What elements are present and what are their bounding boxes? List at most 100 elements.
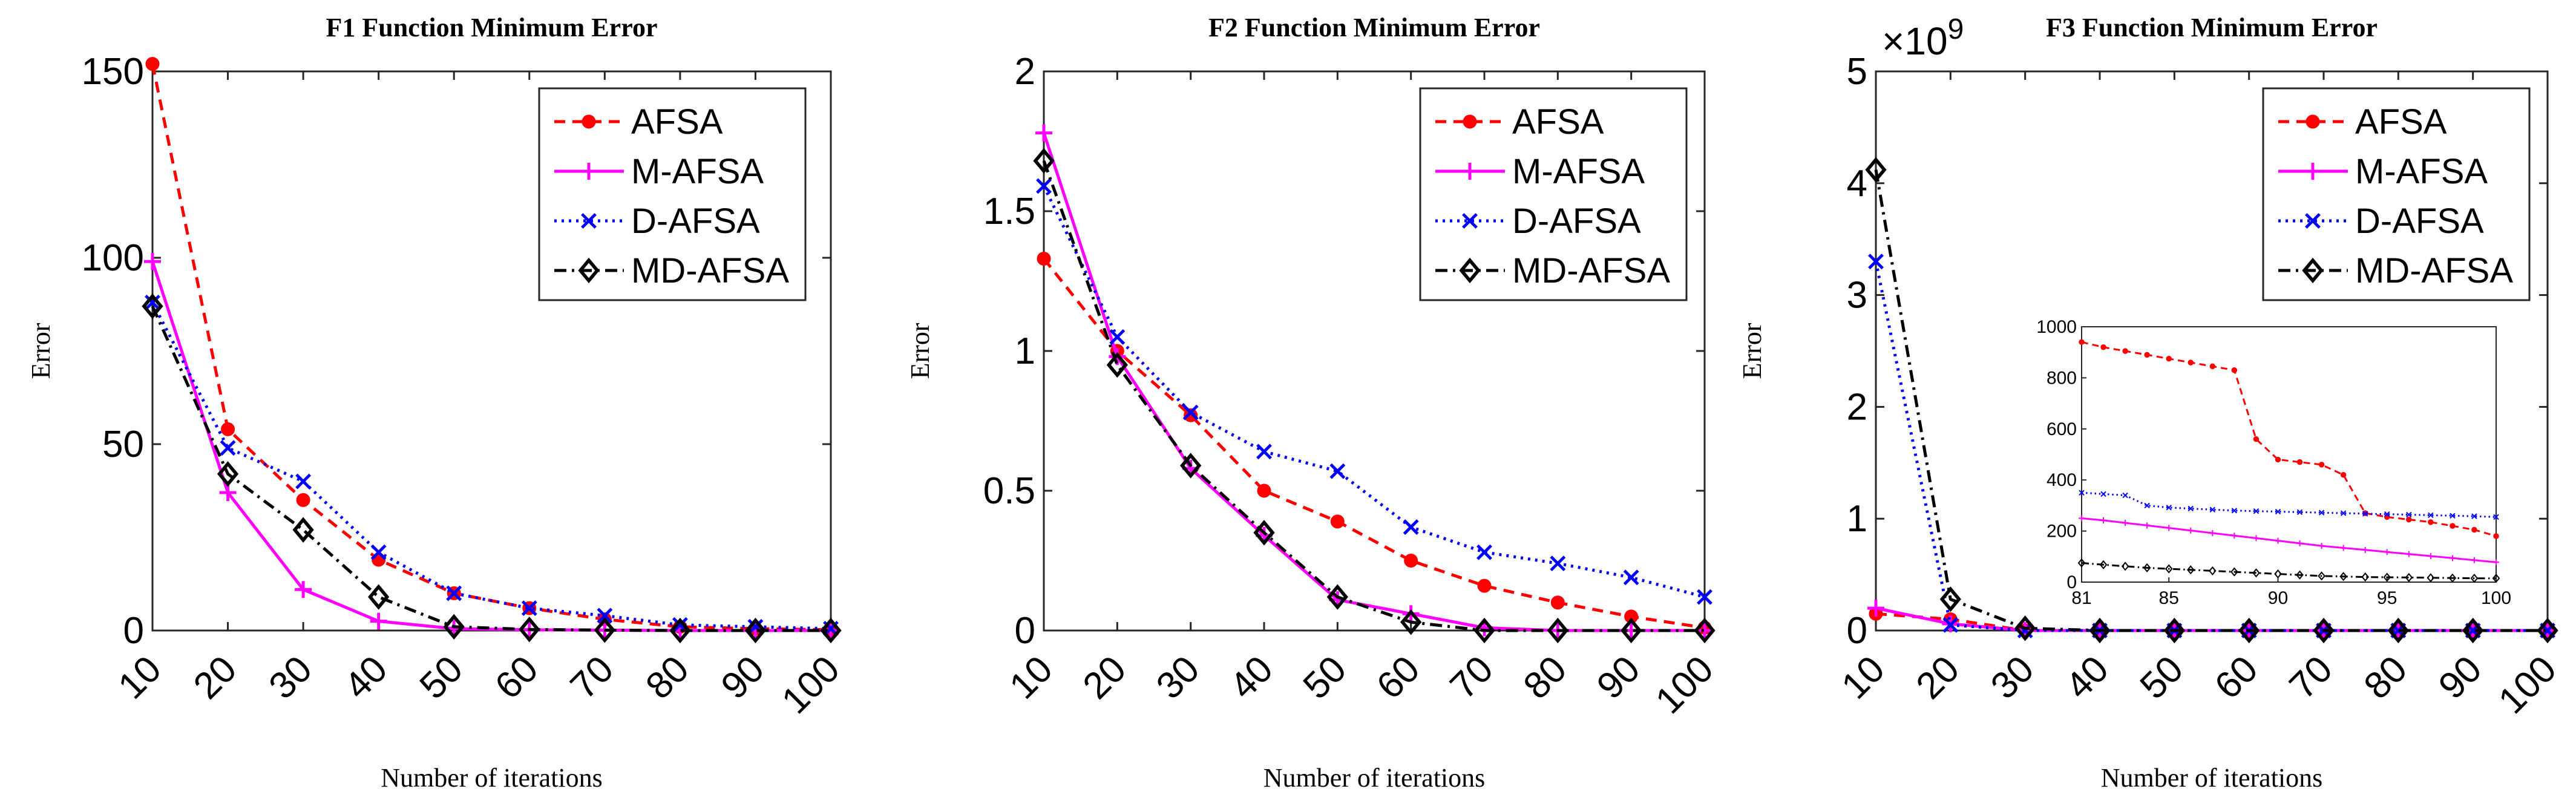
f3-inset-point-afsa: [2166, 356, 2172, 362]
f1-point-md-afsa: [368, 584, 390, 610]
f2-point-d-afsa: [1329, 463, 1346, 479]
f1-point-d-afsa: [220, 440, 236, 456]
f3-inset-point-afsa: [2253, 436, 2260, 442]
f2-x-tick-label: 10: [1001, 648, 1061, 707]
f3-inset-point-m-afsa: [2275, 537, 2281, 544]
f1-point-d-afsa: [370, 544, 387, 560]
f3-legend-label-d-afsa: D-AFSA: [2355, 202, 2484, 241]
f1-x-tick-label: 80: [638, 648, 697, 707]
f3-inset-point-d-afsa: [2231, 508, 2238, 514]
f3-inset-chart: 0 200 400 600 800 1000 81 85 90 95 100: [2036, 317, 2511, 608]
f1-point-m-afsa: [219, 484, 237, 502]
f3-chart-title: F3 Function Minimum Error: [2046, 13, 2378, 42]
f3-y-tick-label: 4: [1847, 163, 1867, 205]
f3-point-md-afsa: [1865, 157, 1887, 183]
f3-inset-point-md-afsa: [2077, 558, 2086, 568]
f3-inset-series-line-m-afsa: [2081, 517, 2497, 563]
f2-point-afsa: [1550, 595, 1565, 610]
f3-inset-point-m-afsa: [2405, 551, 2412, 557]
f2-point-md-afsa: [1180, 453, 1202, 479]
f2-y-tick-label: 1.5: [983, 191, 1035, 232]
f1-point-md-afsa: [519, 616, 540, 643]
f3-point-m-afsa: [1867, 600, 1884, 617]
f3-inset-point-d-afsa: [2188, 505, 2194, 512]
f3-point-md-afsa: [2462, 617, 2484, 644]
f2-x-tick-label: 70: [1442, 648, 1501, 707]
f3-series-line-m-afsa: [1875, 606, 2548, 632]
f1-x-tick-label: 20: [186, 648, 245, 707]
f3-inset-point-d-afsa: [2275, 508, 2281, 515]
f3-inset-point-d-afsa: [2362, 511, 2368, 517]
f3-inset-point-afsa: [2100, 344, 2106, 350]
f1-legend-label-m-afsa: M-AFSA: [631, 152, 764, 191]
f2-y-axis-label: Error: [905, 323, 935, 379]
f1-point-afsa: [221, 422, 235, 436]
f3-y-exponent-label: ×109: [1882, 13, 1964, 63]
f3-inset-point-afsa: [2231, 367, 2238, 373]
f1-point-md-afsa: [594, 617, 615, 643]
f1-legend-marker-d-afsa: [581, 213, 597, 229]
f2-legend-marker-afsa: [1463, 114, 1477, 129]
f1-legend-label-md-afsa: MD-AFSA: [631, 251, 789, 290]
f2-point-md-afsa: [1621, 617, 1642, 644]
f3-inset-point-d-afsa: [2318, 509, 2325, 516]
f1-point-md-afsa: [142, 293, 163, 319]
f2-point-d-afsa: [1036, 178, 1052, 194]
f1-x-tick-label: 60: [487, 648, 546, 707]
f3-inset-y-tick-label: 1000: [2036, 317, 2077, 337]
f3-inset-x-tick-label: 85: [2159, 588, 2179, 608]
f3-inset-point-afsa: [2450, 523, 2456, 529]
f2-point-d-afsa: [1403, 519, 1419, 535]
f3-inset-point-m-afsa: [2318, 543, 2325, 549]
f2-legend-label-m-afsa: M-AFSA: [1512, 152, 1645, 191]
f3-inset-y-tick-label: 0: [2066, 572, 2077, 592]
f3-inset-point-md-afsa: [2121, 562, 2129, 571]
f3-x-tick-label: 10: [1834, 648, 1893, 707]
f3-legend-marker-afsa: [2306, 114, 2320, 129]
f1-point-md-afsa: [820, 617, 842, 644]
f3-inset-point-d-afsa: [2493, 514, 2499, 520]
f3-inset-point-m-afsa: [2166, 525, 2172, 531]
f3-inset-point-md-afsa: [2230, 567, 2238, 577]
f3-inset-point-d-afsa: [2100, 491, 2106, 497]
f1-x-tick-label: 40: [336, 648, 396, 707]
f1-point-afsa: [296, 493, 310, 507]
f2-chart-title: F2 Function Minimum Error: [1208, 13, 1540, 42]
f3-inset-point-md-afsa: [2143, 563, 2151, 572]
f2-y-tick-label: 0: [1015, 610, 1035, 652]
f3-inset-point-md-afsa: [2318, 571, 2325, 581]
f3-inset-point-afsa: [2340, 472, 2347, 478]
f2-point-afsa: [1257, 483, 1271, 498]
f3-inset-point-m-afsa: [2471, 557, 2477, 563]
f2-point-md-afsa: [1326, 584, 1348, 610]
f1-point-afsa: [145, 57, 160, 71]
f2-point-d-afsa: [1476, 544, 1492, 560]
f3-inset-point-d-afsa: [2428, 512, 2434, 519]
f2-point-d-afsa: [1623, 569, 1639, 586]
f2-legend-label-afsa: AFSA: [1512, 102, 1604, 142]
f1-x-tick-label: 50: [412, 648, 471, 707]
f1-point-d-afsa: [597, 608, 613, 624]
f3-inset-point-m-afsa: [2079, 515, 2085, 522]
f3-inset-point-md-afsa: [2252, 568, 2260, 578]
f1-x-tick-label: 70: [563, 648, 622, 707]
f3-inset-point-afsa: [2493, 533, 2499, 539]
f2-point-d-afsa: [1697, 589, 1712, 605]
f3-inset-x-tick-label: 81: [2071, 588, 2091, 608]
f3-x-tick-label: 40: [2057, 648, 2117, 707]
f3-inset-point-d-afsa: [2122, 492, 2128, 499]
f3-legend-marker-md-afsa: [2302, 257, 2324, 284]
f3-inset-point-m-afsa: [2493, 559, 2499, 566]
f3-x-tick-label: 90: [2431, 648, 2490, 707]
chart-f2: F2 Function Minimum Error 0 0.5 1 1.5 2 10 20 30…: [905, 13, 1722, 793]
f3-inset-y-tick-label: 600: [2047, 419, 2077, 439]
f2-series-line-d-afsa: [1042, 185, 1705, 599]
f2-legend-marker-md-afsa: [1459, 257, 1481, 284]
f3-inset-point-md-afsa: [2296, 570, 2304, 580]
f1-point-md-afsa: [443, 614, 465, 640]
f1-x-tick-label: 30: [261, 648, 320, 707]
f1-legend-marker-m-afsa: [580, 163, 597, 180]
f3-x-tick-label: 50: [2132, 648, 2192, 707]
f1-point-d-afsa: [295, 473, 312, 490]
f3-inset-point-m-afsa: [2122, 520, 2129, 526]
